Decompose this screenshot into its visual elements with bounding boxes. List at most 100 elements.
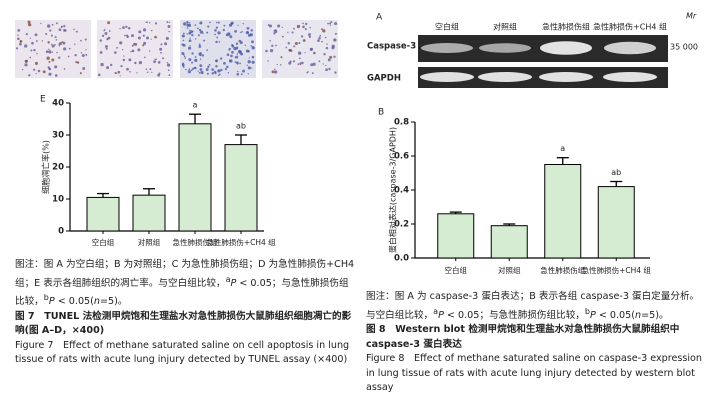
cell-dot xyxy=(207,25,210,28)
cell-dot xyxy=(242,23,244,25)
cell-dot xyxy=(60,42,62,44)
cell-dot xyxy=(19,40,22,42)
cell-dot xyxy=(188,39,192,43)
cell-dot xyxy=(325,46,329,50)
note-text: < 0.05( xyxy=(54,296,94,308)
cell-dot xyxy=(289,60,292,63)
y-tick-label: 20 xyxy=(52,163,64,173)
cell-dot xyxy=(160,43,163,46)
cell-dot xyxy=(41,40,44,42)
cell-dot xyxy=(240,52,244,56)
cell-dot xyxy=(183,55,186,58)
cell-dot xyxy=(17,37,20,41)
cell-dot xyxy=(246,26,250,30)
cell-dot xyxy=(51,58,55,62)
cell-dot xyxy=(236,72,240,76)
cell-dot xyxy=(198,72,201,74)
cell-dot xyxy=(236,53,239,55)
cell-dot xyxy=(194,67,197,70)
cell-dot xyxy=(55,39,58,41)
cell-dot xyxy=(327,58,331,62)
title-en: Figure 8 Effect of methane saturated sal… xyxy=(366,353,702,394)
note: 图注：图 A 为空白组；B 为对照组；C 为急性肺损伤组；D 为急性肺损伤+CH… xyxy=(15,259,354,307)
cell-dot xyxy=(209,21,211,24)
cell-dot xyxy=(48,72,52,76)
cell-dot xyxy=(154,22,158,25)
cell-dot xyxy=(317,39,320,42)
cell-dot xyxy=(134,61,137,65)
cell-dot xyxy=(215,59,219,63)
cell-dot xyxy=(236,57,239,59)
cell-dot xyxy=(28,23,30,25)
title-cn: 图 7 TUNEL 法检测甲烷饱和生理盐水对急性肺损伤大鼠肺组织细胞凋亡的影响(… xyxy=(15,310,352,337)
cell-dot xyxy=(166,62,169,64)
cell-dot xyxy=(234,61,237,63)
cell-dot xyxy=(331,46,335,50)
cell-dot xyxy=(85,53,88,56)
cell-dot xyxy=(60,26,63,29)
cell-dot xyxy=(186,23,190,27)
cell-dot xyxy=(159,47,163,51)
cell-dot xyxy=(240,73,243,76)
cell-dot xyxy=(34,33,38,37)
cell-dot xyxy=(215,40,218,44)
cell-dot xyxy=(138,30,142,34)
cell-dot xyxy=(199,21,203,25)
cell-dot xyxy=(191,67,195,70)
cell-dot xyxy=(105,45,108,48)
cell-dot xyxy=(27,20,31,24)
cell-dot xyxy=(191,30,194,33)
blot-row-label: Caspase-3 xyxy=(367,42,416,52)
cell-dot xyxy=(181,51,185,55)
blot-band xyxy=(478,72,532,82)
cell-dot xyxy=(35,73,37,75)
cell-dot xyxy=(296,24,301,29)
cell-dot xyxy=(328,67,331,71)
cell-dot xyxy=(247,31,249,34)
blot-group-label: 空白组 xyxy=(435,22,459,32)
cell-dot xyxy=(333,39,335,41)
cell-dot xyxy=(133,43,136,46)
cell-dot xyxy=(153,60,156,64)
cell-dot xyxy=(218,73,221,76)
cell-dot xyxy=(215,21,218,24)
cell-dot xyxy=(165,36,169,40)
cell-dot xyxy=(235,46,239,49)
cell-dot xyxy=(298,57,301,60)
note-italic: P xyxy=(48,296,55,308)
cell-dot xyxy=(333,55,336,58)
cell-dot xyxy=(168,21,171,23)
bar-label: a xyxy=(193,101,198,110)
cell-dot xyxy=(126,35,129,38)
cell-dot xyxy=(310,63,314,67)
cell-dot xyxy=(182,65,185,68)
cell-dot xyxy=(215,26,218,29)
cell-dot xyxy=(327,22,329,25)
cell-dot xyxy=(166,63,171,67)
cell-dot xyxy=(36,52,38,55)
cell-dot xyxy=(211,72,214,75)
cell-dot xyxy=(271,70,275,74)
cell-dot xyxy=(29,56,32,59)
blot-group-label: 对照组 xyxy=(493,22,517,32)
marker-label: 35 000 xyxy=(670,43,698,52)
cell-dot xyxy=(191,61,194,64)
cell-dot xyxy=(187,46,192,50)
cell-dot xyxy=(285,46,288,49)
y-tick-label: 0.4 xyxy=(394,186,409,196)
cell-dot xyxy=(137,48,141,52)
cell-dot xyxy=(75,30,78,33)
cell-dot xyxy=(49,29,52,32)
y-tick-label: 40 xyxy=(52,99,64,109)
cell-dot xyxy=(198,45,202,48)
cell-dot xyxy=(322,29,326,33)
cell-dot xyxy=(329,22,332,25)
cell-dot xyxy=(287,31,289,34)
cell-dot xyxy=(28,74,31,77)
cell-dot xyxy=(230,54,233,58)
cell-dot xyxy=(151,71,153,73)
cell-dot xyxy=(199,30,204,34)
cell-dot xyxy=(131,34,134,38)
cell-dot xyxy=(239,62,241,65)
cell-dot xyxy=(119,41,123,45)
